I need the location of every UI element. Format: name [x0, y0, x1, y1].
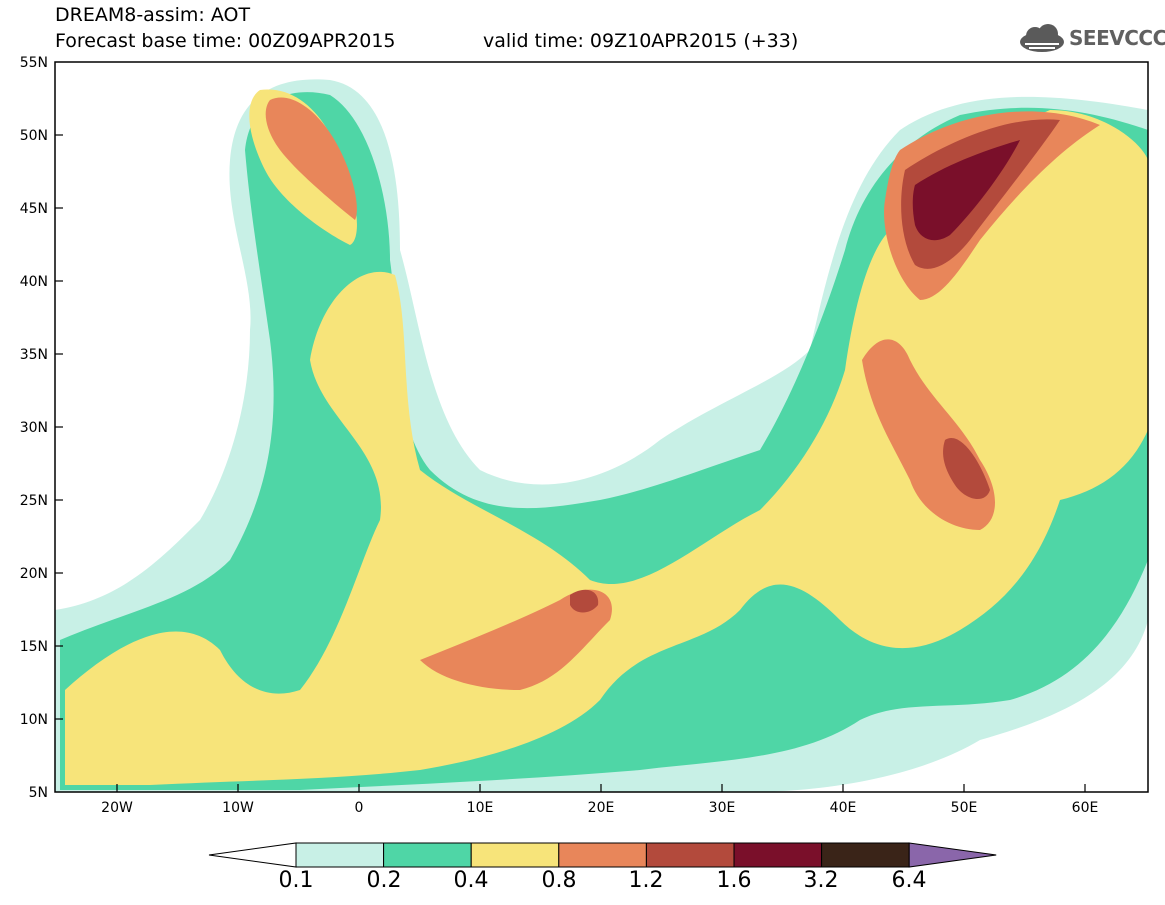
colorbar-segment [383, 842, 472, 868]
seevccc-logo: SEEVCCC [1017, 22, 1165, 58]
lon-label: 60E [1072, 800, 1099, 816]
colorbar-label: 0.2 [366, 868, 402, 893]
colorbar-label: 0.1 [278, 868, 314, 893]
logo-text: SEEVCCC [1069, 26, 1165, 50]
colorbar-label: 3.2 [803, 868, 839, 893]
lat-label: 15N [20, 639, 48, 655]
lon-label: 30E [709, 800, 736, 816]
lat-label: 40N [20, 274, 48, 290]
colorbar-segment [645, 842, 735, 868]
colorbar-label: 1.6 [716, 868, 752, 893]
lon-label: 40E [830, 800, 857, 816]
lon-label: 0 [355, 800, 364, 816]
lon-label: 50E [951, 800, 978, 816]
lon-label: 10W [222, 800, 254, 816]
map-title: DREAM8-assim: AOT [55, 4, 251, 26]
lat-label: 25N [20, 493, 48, 509]
cloud-icon [1020, 24, 1064, 52]
forecast-base-time: Forecast base time: 00Z09APR2015 [55, 30, 396, 52]
lon-label: 20W [101, 800, 133, 816]
map-frame [54, 61, 1149, 793]
lat-label: 20N [20, 566, 48, 582]
latitude-labels: 55N 50N 45N 40N 35N 30N 25N 20N 15N 10N … [20, 55, 48, 801]
lat-label: 5N [29, 785, 48, 801]
colorbar [208, 842, 997, 868]
lat-label: 50N [20, 128, 48, 144]
lat-label: 45N [20, 201, 48, 217]
colorbar-label: 6.4 [891, 868, 927, 893]
valid-time: valid time: 09Z10APR2015 (+33) [483, 30, 799, 52]
colorbar-segment [470, 842, 560, 868]
graticule-ticks [55, 134, 1086, 792]
colorbar-segment [558, 842, 647, 868]
lon-label: 10E [467, 800, 494, 816]
colorbar-segment [733, 842, 823, 868]
colorbar-segment [295, 842, 385, 868]
colorbar-label: 1.2 [628, 868, 664, 893]
lat-label: 30N [20, 420, 48, 436]
colorbar-triangle-high [908, 842, 997, 868]
colorbar-triangle-low [208, 842, 297, 868]
lat-label: 10N [20, 712, 48, 728]
colorbar-segment [821, 842, 910, 868]
colorbar-label: 0.8 [541, 868, 577, 893]
colorbar-label: 0.4 [453, 868, 489, 893]
lat-label: 35N [20, 347, 48, 363]
longitude-labels: 20W 10W 0 10E 20E 30E 40E 50E 60E [101, 800, 1098, 816]
lat-label: 55N [20, 55, 48, 71]
aot-field [55, 79, 1148, 792]
lon-label: 20E [588, 800, 615, 816]
